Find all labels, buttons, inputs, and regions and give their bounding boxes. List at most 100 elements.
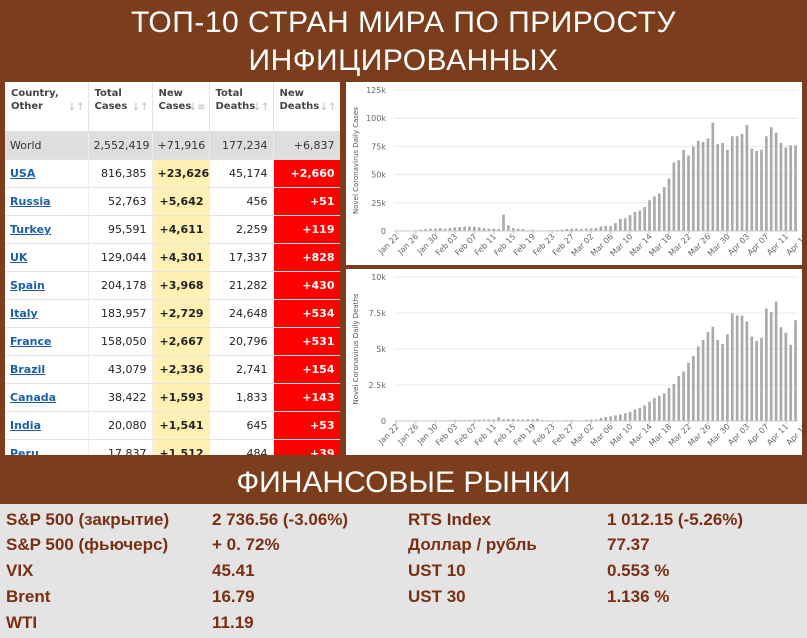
new-deaths-cell: +39 [273,439,340,455]
chart-bar [487,228,491,231]
chart-bar [589,419,593,421]
country-link[interactable]: Peru [10,447,39,455]
chart-bar [687,362,690,421]
total-deaths-cell: 24,648 [209,299,274,328]
market-value: 0.553 % [607,561,670,580]
table-row: India 20,080 +1,541 645 +53 [5,411,340,440]
chart-bar [599,226,603,231]
column-header-line: Other [11,101,44,112]
chart-bar [740,133,744,231]
chart-bar [730,136,734,231]
chart-bar [623,218,627,231]
market-label: S&P 500 (фьючерс) [6,535,169,554]
total-cases-cell: 183,957 [88,299,153,328]
chart-bar [716,340,720,421]
chart-bar [555,229,559,231]
market-label: UST 10 [408,561,466,580]
chart-bar [463,226,466,231]
column-header-total-cases[interactable]: Total Cases ↓↑ [88,82,153,132]
title-line-2: ИНФИЦИРОВАННЫХ [248,44,559,77]
country-link[interactable]: India [10,419,41,432]
chart-bar [784,332,788,421]
x-tick-label: Jan 22 [376,422,401,447]
chart-bar [604,417,608,421]
column-header-new-cases[interactable]: New Cases ↓≡ [152,82,210,132]
column-header-total-deaths[interactable]: Total Deaths ↓↑ [209,82,274,132]
chart-bar [619,414,622,421]
country-link[interactable]: Italy [10,307,38,320]
new-cases-cell: +23,626 [152,159,210,188]
chart-bar [657,193,661,231]
chart-bar [779,327,783,421]
chart-bar [706,331,710,421]
new-deaths-cell: +143 [273,383,340,412]
chart-bar [716,144,720,231]
chart-bar [594,227,598,231]
sort-icon[interactable]: ↓↑ [67,102,85,113]
chart-bar [541,419,544,421]
country-link[interactable]: France [10,335,52,348]
table-row-world: World 2,552,419 +71,916 177,234 +6,837 [5,131,340,160]
chart-bar [769,127,773,231]
market-value: 16.79 [212,587,255,606]
y-axis-label: Novel Coronavirus Daily Deaths [352,293,360,404]
chart-bar [521,419,525,421]
section-title: ФИНАНСОВЫЕ РЫНКИ [236,466,571,499]
sort-icon[interactable]: ↓≡ [188,102,206,113]
country-cell: Spain [5,271,89,300]
chart-bar [458,227,462,231]
chart-bar [789,145,793,231]
chart-bar [643,405,647,421]
sort-icon[interactable]: ↓↑ [131,102,149,113]
chart-bar [424,229,427,231]
chart-bar [682,371,685,421]
y-tick-label: 50k [371,171,386,180]
chart-bar [794,145,797,231]
new-deaths-cell: +154 [273,355,340,384]
chart-bar [711,326,715,421]
country-link[interactable]: Turkey [10,223,52,236]
new-deaths-cell: +53 [273,411,340,440]
new-cases-cell: +1,541 [152,411,210,440]
column-header-line: Cases [158,101,192,112]
table-row: France 158,050 +2,667 20,796 +531 [5,327,340,356]
column-header-new-deaths[interactable]: New Deaths ↓↑ [273,82,340,132]
country-cell: Turkey [5,215,89,244]
chart-bar [784,147,788,231]
chart-bar [760,337,763,421]
chart-bar [468,226,471,231]
y-axis-label: Novel Coronavirus Daily Cases [352,107,360,214]
table-row: USA 816,385 +23,626 45,174 +2,660 [5,159,340,188]
total-deaths-cell: 20,796 [209,327,274,356]
country-link[interactable]: Brazil [10,363,46,376]
new-cases-cell: +4,611 [152,215,210,244]
y-tick-label: 5k [376,345,386,354]
chart-bar [531,229,535,231]
chart-bar [677,376,681,421]
chart-bar [657,395,661,421]
chart-bar [472,419,476,421]
chart-bar [648,401,651,421]
chart-bar [604,226,608,231]
column-header-country[interactable]: Country, Other ↓↑ [5,82,89,132]
total-deaths-cell: 484 [209,439,274,455]
new-deaths-cell: +51 [273,187,340,216]
daily-deaths-chart-svg: 0 2.5k 5k 7.5k 10k Novel Coronavirus Daily De… [352,273,802,448]
country-cell: Peru [5,439,89,455]
country-link[interactable]: Canada [10,391,57,404]
country-link[interactable]: Spain [10,279,45,292]
sort-icon[interactable]: ↓↑ [252,102,270,113]
y-tick-label: 10k [371,273,386,282]
country-link[interactable]: Russia [10,195,51,208]
chart-bar [453,227,457,231]
chart-bar [492,228,496,231]
sort-icon[interactable]: ↓↑ [319,102,337,113]
country-link[interactable]: USA [10,167,36,180]
table-row: Italy 183,957 +2,729 24,648 +534 [5,299,340,328]
chart-bar [487,419,491,421]
chart-bar [623,413,627,421]
total-cases-cell: 38,422 [88,383,153,412]
country-link[interactable]: UK [10,251,28,264]
total-cases-cell: 158,050 [88,327,153,356]
chart-bar [726,149,729,231]
